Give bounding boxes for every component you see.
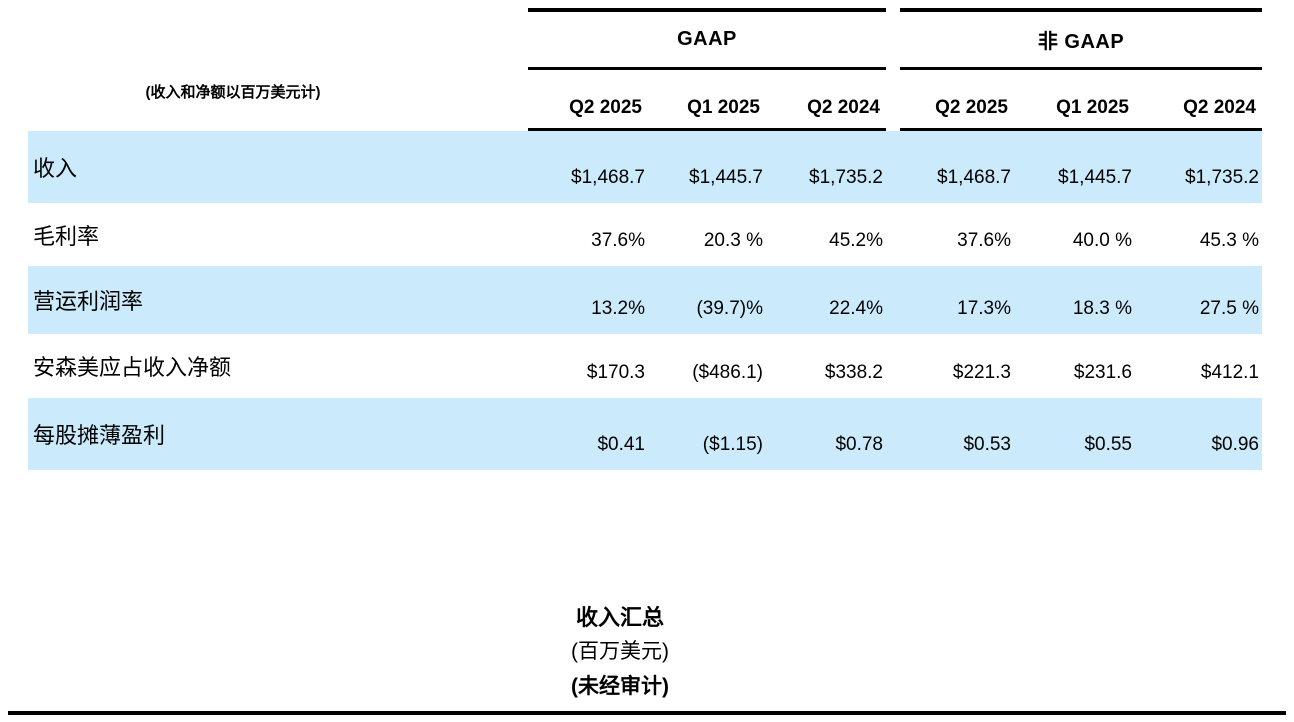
cell-gross-margin-nongaap-q2-2025: 37.6% bbox=[957, 230, 1011, 251]
cell-net-income-nongaap-q2-2025: $221.3 bbox=[952, 362, 1011, 383]
group-header-non-gaap: 非 GAAP bbox=[900, 8, 1262, 70]
row-label-diluted-eps: 每股摊薄盈利 bbox=[28, 398, 528, 470]
cell-operating-margin-nongaap-q2-2025: 17.3% bbox=[900, 266, 1014, 334]
cell-gross-margin-gaap-q2-2024: 45.2% bbox=[829, 230, 883, 251]
footer-unaudited-note: (未经审计) bbox=[571, 675, 669, 698]
row-label-operating-margin: 营运利润率 bbox=[28, 266, 528, 334]
cell-revenue-gaap-q2-2024: $1,735.2 bbox=[766, 131, 886, 203]
cell-net-income-gaap-q2-2025: $170.3 bbox=[586, 362, 645, 383]
cell-operating-margin-gaap-q2-2025: 13.2% bbox=[528, 266, 648, 334]
cell-revenue-nongaap-q1-2025: $1,445.7 bbox=[1014, 131, 1135, 203]
column-header-gaap-q1-2025: Q1 2025 bbox=[648, 70, 766, 131]
cell-revenue-nongaap-q2-2025: $1,468.7 bbox=[900, 131, 1014, 203]
footer-unit-note: (百万美元) bbox=[571, 640, 669, 663]
cell-diluted-eps-nongaap-q2-2024: $0.96 bbox=[1135, 398, 1262, 470]
header-spacer bbox=[28, 8, 528, 70]
cell-operating-margin-gaap-q1-2025: (39.7)% bbox=[648, 266, 766, 334]
cell-diluted-eps-nongaap-q1-2025: $0.55 bbox=[1014, 398, 1135, 470]
column-gap bbox=[886, 203, 900, 266]
cell-revenue-gaap-q1-2025: $1,445.7 bbox=[648, 131, 766, 203]
row-label-gross-margin: 毛利率 bbox=[33, 223, 100, 249]
row-label-net-income: 安森美应占收入净额 bbox=[33, 355, 232, 380]
cell-operating-margin-nongaap-q2-2024: 27.5 % bbox=[1135, 266, 1262, 334]
cell-operating-margin-nongaap-q1-2025: 18.3 % bbox=[1014, 266, 1135, 334]
footer-title: 收入汇总 bbox=[575, 605, 664, 630]
cell-diluted-eps-nongaap-q2-2025: $0.53 bbox=[900, 398, 1014, 470]
financial-summary-table: GAAP 非 GAAP (收入和净额以百万美元计) Q2 2025 Q1 202… bbox=[28, 8, 1262, 470]
cell-diluted-eps-gaap-q2-2025: $0.41 bbox=[528, 398, 648, 470]
cell-gross-margin-nongaap-q1-2025: 40.0 % bbox=[1072, 230, 1132, 251]
cell-gross-margin-gaap-q1-2025: 20.3 % bbox=[703, 230, 763, 251]
column-gap bbox=[886, 8, 900, 70]
cell-operating-margin-gaap-q2-2024: 22.4% bbox=[766, 266, 886, 334]
cell-revenue-nongaap-q2-2024: $1,735.2 bbox=[1135, 131, 1262, 203]
cell-gross-margin-gaap-q2-2025: 37.6% bbox=[591, 230, 645, 251]
row-label-revenue: 收入 bbox=[28, 131, 528, 203]
column-gap bbox=[886, 70, 900, 131]
group-header-gaap: GAAP bbox=[528, 8, 886, 70]
column-header-nongaap-q1-2025: Q1 2025 bbox=[1014, 70, 1135, 131]
cell-net-income-nongaap-q2-2024: $412.1 bbox=[1200, 362, 1259, 383]
unit-note: (收入和净额以百万美元计) bbox=[145, 84, 321, 101]
cell-net-income-nongaap-q1-2025: $231.6 bbox=[1073, 362, 1132, 383]
cell-net-income-gaap-q2-2024: $338.2 bbox=[824, 362, 883, 383]
column-header-nongaap-q2-2025: Q2 2025 bbox=[900, 70, 1014, 131]
cell-diluted-eps-gaap-q1-2025: ($1.15) bbox=[648, 398, 766, 470]
column-header-nongaap-q2-2024: Q2 2024 bbox=[1135, 70, 1262, 131]
column-gap bbox=[886, 131, 900, 203]
column-gap bbox=[886, 398, 900, 470]
column-gap bbox=[886, 266, 900, 334]
column-gap bbox=[886, 334, 900, 398]
cell-diluted-eps-gaap-q2-2024: $0.78 bbox=[766, 398, 886, 470]
revenue-summary-heading: 收入汇总 (百万美元) (未经审计) bbox=[0, 601, 1240, 704]
column-header-gaap-q2-2024: Q2 2024 bbox=[766, 70, 886, 131]
column-header-gaap-q2-2025: Q2 2025 bbox=[528, 70, 648, 131]
bottom-divider-rule bbox=[8, 711, 1286, 715]
cell-gross-margin-nongaap-q2-2024: 45.3 % bbox=[1199, 230, 1259, 251]
cell-revenue-gaap-q2-2025: $1,468.7 bbox=[528, 131, 648, 203]
cell-net-income-gaap-q1-2025: ($486.1) bbox=[692, 362, 763, 383]
